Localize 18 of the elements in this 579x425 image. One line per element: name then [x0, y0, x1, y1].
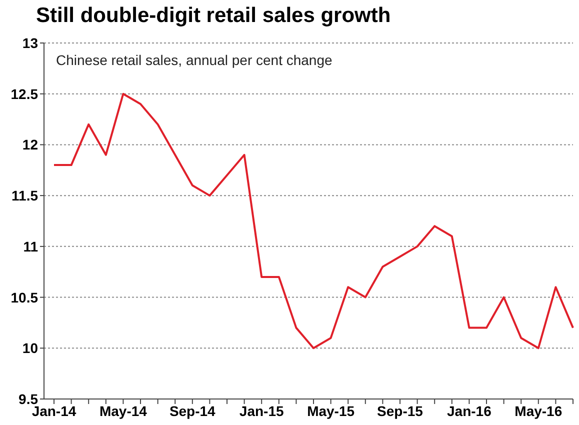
x-tick-label: Jan-16 — [447, 402, 492, 419]
x-tick-label: Sep-15 — [377, 402, 424, 419]
y-tick-label: 11.5 — [12, 188, 38, 204]
y-tick-label: 12 — [22, 136, 38, 153]
line-series — [53, 92, 574, 350]
y-tick-label: 10 — [22, 340, 38, 356]
x-tick-label: Jan-15 — [239, 402, 284, 419]
x-tick-label: May-15 — [307, 402, 355, 419]
y-tick-label: 13 — [22, 34, 38, 51]
x-tick-label: Sep-14 — [169, 402, 216, 419]
text: Chinese retail sales, annual per cent change — [56, 52, 332, 68]
y-tick-label: 10.5 — [10, 289, 38, 306]
y-tick-label: 9.5 — [18, 390, 38, 407]
y-tick-label: 12.5 — [10, 86, 38, 102]
x-tick-label: May-14 — [99, 402, 148, 419]
x-tick-label: May-16 — [514, 402, 562, 419]
y-tick-label: 11 — [23, 238, 38, 254]
chart-title: Still double-digit retail sales growth — [36, 4, 391, 28]
